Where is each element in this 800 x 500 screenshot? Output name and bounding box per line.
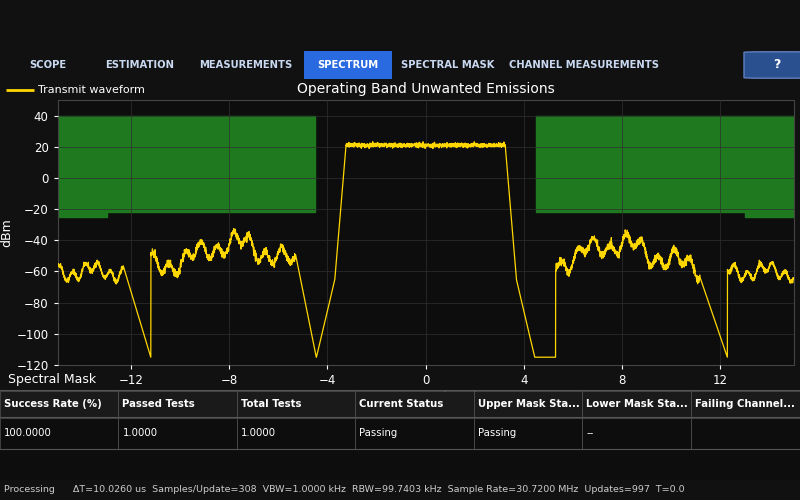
Bar [474, 418, 582, 449]
Title: Operating Band Unwanted Emissions: Operating Band Unwanted Emissions [297, 82, 554, 96]
Text: 1.0000: 1.0000 [122, 428, 158, 438]
Bar [691, 392, 800, 417]
Bar [237, 392, 355, 417]
Text: Current Status: Current Status [359, 398, 443, 408]
Bar [355, 392, 474, 417]
Bar [237, 418, 355, 449]
Bar [118, 392, 237, 417]
Text: MEASUREMENTS: MEASUREMENTS [199, 60, 293, 70]
Bar [582, 418, 691, 449]
Text: Failing Channel...: Failing Channel... [695, 398, 795, 408]
Text: Processing      ΔT=10.0260 us  Samples/Update=308  VBW=1.0000 kHz  RBW=99.7403 k: Processing ΔT=10.0260 us Samples/Update=… [4, 486, 685, 494]
Text: Transmit waveform: Transmit waveform [38, 85, 146, 95]
Text: ?: ? [773, 58, 781, 71]
Bar [355, 418, 474, 449]
Text: CHANNEL MEASUREMENTS: CHANNEL MEASUREMENTS [509, 60, 659, 70]
Text: SPECTRUM: SPECTRUM [318, 60, 378, 70]
FancyBboxPatch shape [304, 51, 392, 79]
Text: Passing: Passing [359, 428, 398, 438]
Text: Lower Mask Sta...: Lower Mask Sta... [586, 398, 688, 408]
Text: Total Tests: Total Tests [241, 398, 302, 408]
Text: Success Rate (%): Success Rate (%) [4, 398, 102, 408]
Bar [474, 392, 582, 417]
Polygon shape [58, 116, 315, 217]
FancyBboxPatch shape [744, 52, 800, 78]
X-axis label: Frequency (MHz): Frequency (MHz) [373, 391, 478, 404]
Bar [118, 418, 237, 449]
Text: SCOPE: SCOPE [30, 60, 66, 70]
Bar [582, 392, 691, 417]
Text: Passed Tests: Passed Tests [122, 398, 195, 408]
Bar [691, 418, 800, 449]
Text: Passing: Passing [478, 428, 516, 438]
Polygon shape [536, 116, 794, 217]
Text: SPECTRAL MASK: SPECTRAL MASK [402, 60, 494, 70]
Text: ESTIMATION: ESTIMATION [106, 60, 174, 70]
Bar [0, 418, 118, 449]
Text: 100.0000: 100.0000 [4, 428, 52, 438]
Bar [0, 449, 800, 480]
Text: Spectral Mask: Spectral Mask [8, 373, 96, 386]
Y-axis label: dBm: dBm [1, 218, 14, 247]
Text: 1.0000: 1.0000 [241, 428, 276, 438]
Text: --: -- [586, 428, 594, 438]
Text: Upper Mask Sta...: Upper Mask Sta... [478, 398, 579, 408]
Bar [0, 392, 118, 417]
